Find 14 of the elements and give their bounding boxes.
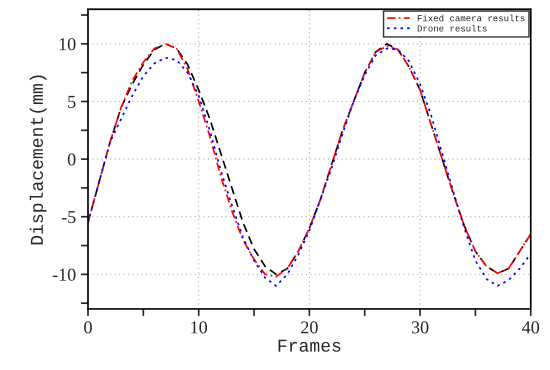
- legend-label: Drone results: [418, 24, 487, 32]
- x-tick-label: 0: [84, 321, 92, 334]
- x-tick-label: 20: [301, 321, 318, 334]
- y-tick-label: -5: [62, 211, 76, 224]
- y-tick-label: 0: [68, 153, 76, 166]
- x-tick-label: 40: [522, 321, 540, 334]
- y-tick-label: -10: [52, 268, 76, 281]
- y-axis-title: Displacement(mm): [30, 75, 47, 244]
- y-tick-label: 5: [68, 96, 76, 108]
- legend-label: Fixed camera results: [418, 14, 525, 22]
- x-tick-label: 30: [412, 321, 428, 334]
- x-tick-label: 10: [191, 321, 208, 334]
- y-tick-label: 10: [60, 38, 76, 50]
- x-axis-title: Frames: [278, 340, 340, 352]
